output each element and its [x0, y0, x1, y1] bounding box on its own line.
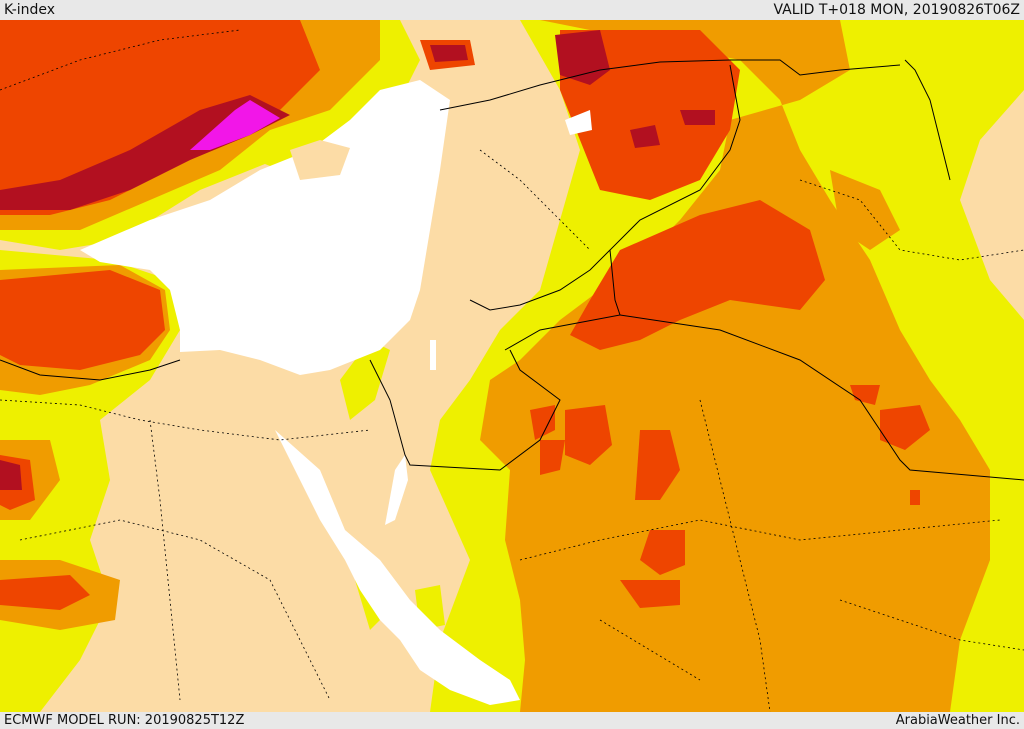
- header-bar: K-index VALID T+018 MON, 20190826T06Z: [0, 0, 1024, 20]
- red-sea: [275, 430, 520, 705]
- dead-sea: [430, 340, 436, 370]
- valid-time: VALID T+018 MON, 20190826T06Z: [773, 2, 1020, 18]
- model-run: ECMWF MODEL RUN: 20190825T12Z: [4, 713, 245, 728]
- mediterranean-sea: [80, 80, 450, 375]
- sea-areas: [80, 80, 592, 705]
- credit: ArabiaWeather Inc.: [895, 713, 1020, 728]
- country-borders: [0, 59, 1024, 481]
- map-title: K-index: [4, 2, 56, 18]
- footer-bar: ECMWF MODEL RUN: 20190825T12Z ArabiaWeat…: [0, 712, 1024, 729]
- gulf-of-aqaba: [385, 455, 408, 525]
- map-area[interactable]: [0, 20, 1024, 712]
- regional-boundaries: [0, 29, 1024, 712]
- map-svg: [0, 20, 1024, 712]
- cyprus-land: [290, 140, 350, 180]
- contour-level-5: [190, 100, 280, 150]
- lake-van: [565, 110, 592, 135]
